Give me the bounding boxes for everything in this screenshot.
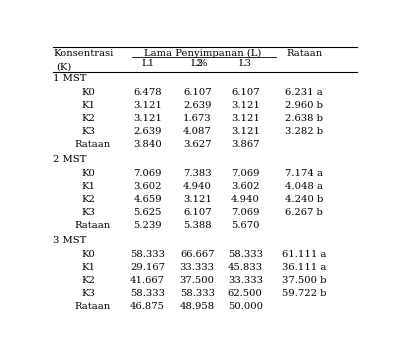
Text: 45.833: 45.833 [228, 263, 263, 272]
Text: K3: K3 [81, 208, 95, 217]
Text: %: % [198, 59, 207, 68]
Text: 1 MST: 1 MST [53, 74, 86, 83]
Text: 5.239: 5.239 [133, 221, 162, 230]
Text: K1: K1 [81, 101, 95, 110]
Text: 7.069: 7.069 [231, 208, 260, 217]
Text: 3.840: 3.840 [133, 140, 162, 149]
Text: K2: K2 [81, 276, 95, 285]
Text: 6.267 b: 6.267 b [285, 208, 323, 217]
Text: K2: K2 [81, 195, 95, 204]
Text: 3.121: 3.121 [183, 195, 212, 204]
Text: 6.107: 6.107 [183, 208, 212, 217]
Text: K1: K1 [81, 182, 95, 191]
Text: 3.627: 3.627 [183, 140, 212, 149]
Text: K0: K0 [81, 249, 95, 259]
Text: 6.107: 6.107 [183, 88, 212, 97]
Text: 46.875: 46.875 [130, 303, 165, 312]
Text: Rataan: Rataan [75, 221, 111, 230]
Text: 62.500: 62.500 [228, 289, 263, 298]
Text: 29.167: 29.167 [130, 263, 165, 272]
Text: 5.670: 5.670 [231, 221, 260, 230]
Text: 4.048 a: 4.048 a [285, 182, 323, 191]
Text: 3.602: 3.602 [231, 182, 260, 191]
Text: 5.388: 5.388 [183, 221, 212, 230]
Text: K0: K0 [81, 88, 95, 97]
Text: K2: K2 [81, 114, 95, 123]
Text: 3.121: 3.121 [133, 114, 162, 123]
Text: 4.659: 4.659 [133, 195, 162, 204]
Text: 33.333: 33.333 [228, 276, 263, 285]
Text: 2 MST: 2 MST [53, 155, 86, 164]
Text: 3 MST: 3 MST [53, 236, 86, 245]
Text: K3: K3 [81, 289, 95, 298]
Text: K3: K3 [81, 127, 95, 136]
Text: 7.069: 7.069 [231, 169, 260, 178]
Text: 61.111 a: 61.111 a [282, 249, 326, 259]
Text: 58.333: 58.333 [130, 249, 165, 259]
Text: 4.940: 4.940 [183, 182, 212, 191]
Text: 6.107: 6.107 [231, 88, 260, 97]
Text: 36.111 a: 36.111 a [282, 263, 326, 272]
Text: 3.602: 3.602 [134, 182, 162, 191]
Text: 1.673: 1.673 [183, 114, 212, 123]
Text: Konsentrasi: Konsentrasi [53, 49, 114, 58]
Text: 3.121: 3.121 [231, 127, 260, 136]
Text: L2: L2 [191, 59, 204, 68]
Text: 6.478: 6.478 [133, 88, 162, 97]
Text: 4.240 b: 4.240 b [285, 195, 323, 204]
Text: 3.121: 3.121 [231, 114, 260, 123]
Text: L3: L3 [239, 59, 252, 68]
Text: K0: K0 [81, 169, 95, 178]
Text: Lama Penyimpanan (L): Lama Penyimpanan (L) [144, 49, 261, 58]
Text: Rataan: Rataan [75, 140, 111, 149]
Text: 58.333: 58.333 [130, 289, 165, 298]
Text: 5.625: 5.625 [134, 208, 162, 217]
Text: 7.069: 7.069 [134, 169, 162, 178]
Text: 66.667: 66.667 [180, 249, 214, 259]
Text: 7.383: 7.383 [183, 169, 212, 178]
Text: 2.639: 2.639 [134, 127, 162, 136]
Text: 41.667: 41.667 [130, 276, 165, 285]
Text: 50.000: 50.000 [228, 303, 263, 312]
Text: 6.231 a: 6.231 a [285, 88, 323, 97]
Text: (K): (K) [56, 62, 72, 71]
Text: L1: L1 [141, 59, 154, 68]
Text: 58.333: 58.333 [228, 249, 263, 259]
Text: 33.333: 33.333 [180, 263, 215, 272]
Text: 58.333: 58.333 [180, 289, 215, 298]
Text: K1: K1 [81, 263, 95, 272]
Text: 3.121: 3.121 [231, 101, 260, 110]
Text: 3.867: 3.867 [231, 140, 260, 149]
Text: 4.940: 4.940 [231, 195, 260, 204]
Text: 3.282 b: 3.282 b [285, 127, 323, 136]
Text: 7.174 a: 7.174 a [285, 169, 323, 178]
Text: 37.500 b: 37.500 b [282, 276, 326, 285]
Text: 3.121: 3.121 [133, 101, 162, 110]
Text: 2.638 b: 2.638 b [285, 114, 323, 123]
Text: Rataan: Rataan [75, 303, 111, 312]
Text: 2.960 b: 2.960 b [285, 101, 323, 110]
Text: 2.639: 2.639 [183, 101, 212, 110]
Text: 4.087: 4.087 [183, 127, 212, 136]
Text: Rataan: Rataan [286, 49, 322, 58]
Text: 37.500: 37.500 [180, 276, 215, 285]
Text: 59.722 b: 59.722 b [282, 289, 326, 298]
Text: 48.958: 48.958 [180, 303, 215, 312]
